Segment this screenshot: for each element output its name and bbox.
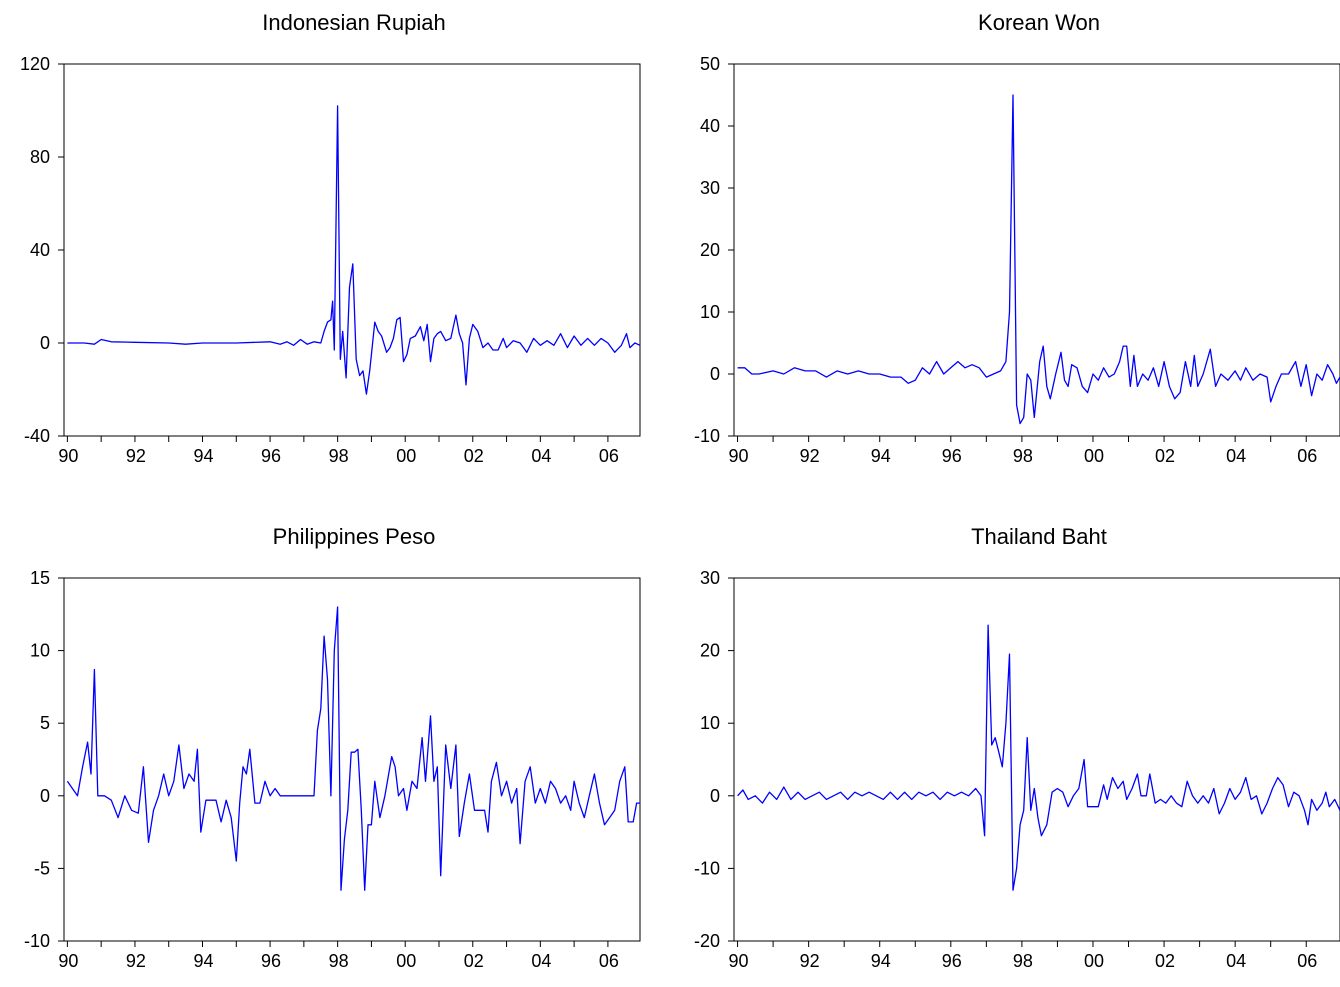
y-tick-label: 10: [30, 641, 50, 661]
y-tick-label: 0: [710, 364, 720, 384]
x-tick-label: 96: [942, 951, 962, 971]
plot-frame: [733, 577, 1340, 942]
y-tick-label: 40: [30, 240, 50, 260]
x-tick-label: 02: [1155, 446, 1175, 466]
x-tick-label: 06: [1297, 446, 1317, 466]
x-tick-label: 00: [1084, 446, 1104, 466]
chart-korean-won: Korean Won -10 0 10 20 30 40 50 90 92 94 96 98 00 02 04…: [694, 10, 1340, 466]
x-tick-label: 90: [58, 446, 78, 466]
x-tick-label: 04: [1226, 446, 1246, 466]
x-tick-label: 90: [729, 951, 749, 971]
chart-philippines-peso: Philippines Peso -10 -5 0 5 10 15 90 92 94 96 98 00 0…: [24, 524, 641, 971]
x-tick-label: 98: [1013, 446, 1033, 466]
y-tick-label: 40: [700, 116, 720, 136]
y-tick-label: 120: [20, 54, 50, 74]
y-tick-label: 80: [30, 147, 50, 167]
chart-title: Thailand Baht: [971, 524, 1107, 549]
x-tick-label: 06: [599, 951, 619, 971]
x-tick-label: 96: [261, 951, 281, 971]
y-tick-label: -10: [694, 426, 720, 446]
x-tick-label: 94: [193, 951, 213, 971]
x-tick-label: 90: [58, 951, 78, 971]
series-line: [737, 624, 1340, 891]
x-tick-label: 06: [1297, 951, 1317, 971]
x-tick-label: 00: [396, 951, 416, 971]
y-tick-label: 10: [700, 302, 720, 322]
y-tick-label: -40: [24, 426, 50, 446]
x-tick-label: 02: [464, 951, 484, 971]
y-tick-label: 10: [700, 713, 720, 733]
x-tick-label: 96: [942, 446, 962, 466]
chart-thailand-baht: Thailand Baht -20 -10 0 10 20 30 90 92 94 96 98 00 02…: [694, 524, 1340, 971]
x-tick-label: 04: [531, 446, 551, 466]
y-tick-label: 20: [700, 641, 720, 661]
y-tick-label: -20: [694, 931, 720, 951]
plot-frame: [733, 63, 1340, 437]
y-tick-label: 30: [700, 178, 720, 198]
y-tick-label: 0: [40, 333, 50, 353]
y-tick-label: 30: [700, 568, 720, 588]
y-tick-label: 0: [710, 786, 720, 806]
x-tick-label: 06: [599, 446, 619, 466]
series-line: [67, 105, 641, 395]
y-tick-label: -5: [34, 858, 50, 878]
x-tick-label: 00: [396, 446, 416, 466]
chart-title: Indonesian Rupiah: [262, 10, 445, 35]
x-tick-label: 98: [329, 951, 349, 971]
y-tick-label: 15: [30, 568, 50, 588]
x-tick-label: 98: [329, 446, 349, 466]
plot-frame: [63, 577, 641, 942]
chart-title: Korean Won: [978, 10, 1100, 35]
plot-frame: [63, 63, 641, 437]
x-tick-label: 94: [193, 446, 213, 466]
x-tick-label: 92: [126, 951, 146, 971]
x-tick-label: 96: [261, 446, 281, 466]
y-tick-label: -10: [24, 931, 50, 951]
x-tick-label: 04: [1226, 951, 1246, 971]
x-tick-label: 00: [1084, 951, 1104, 971]
x-tick-label: 94: [871, 951, 891, 971]
x-tick-label: 02: [1155, 951, 1175, 971]
y-tick-label: 0: [40, 786, 50, 806]
x-tick-label: 92: [800, 951, 820, 971]
chart-title: Philippines Peso: [273, 524, 436, 549]
x-tick-label: 04: [531, 951, 551, 971]
x-tick-label: 90: [729, 446, 749, 466]
series-line: [737, 94, 1340, 425]
series-line: [66, 606, 640, 891]
x-tick-label: 94: [871, 446, 891, 466]
x-tick-label: 92: [800, 446, 820, 466]
y-tick-label: 5: [40, 713, 50, 733]
x-tick-label: 98: [1013, 951, 1033, 971]
x-tick-label: 02: [464, 446, 484, 466]
x-tick-label: 92: [126, 446, 146, 466]
y-tick-label: 50: [700, 54, 720, 74]
y-tick-label: 20: [700, 240, 720, 260]
y-tick-label: -10: [694, 858, 720, 878]
